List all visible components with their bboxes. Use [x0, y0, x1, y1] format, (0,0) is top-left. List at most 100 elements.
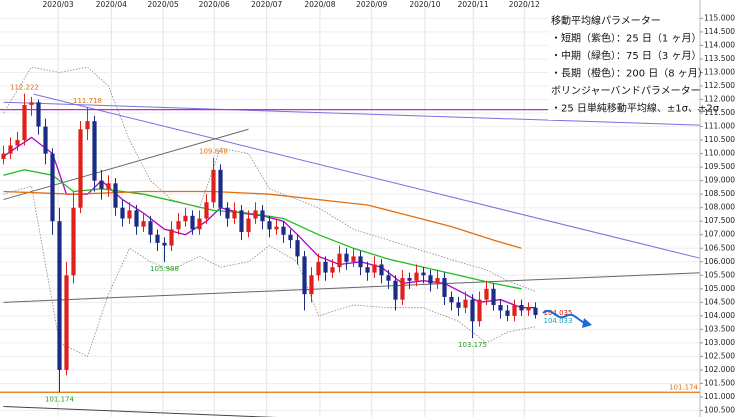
- candle-body: [64, 275, 69, 370]
- arrow-head: [582, 318, 592, 328]
- candle-body: [78, 129, 83, 208]
- x-tick-label: 2020/03: [43, 0, 74, 9]
- candle-body: [92, 121, 97, 181]
- axis-strip: [700, 0, 740, 417]
- candle-body: [526, 307, 531, 311]
- y-tick-label: 105.000: [704, 284, 735, 293]
- candle-body: [288, 234, 293, 241]
- candle-body: [393, 280, 398, 300]
- candle-body: [533, 307, 538, 315]
- candle-body: [15, 140, 20, 146]
- candle-body: [106, 183, 111, 189]
- candle-body: [386, 275, 391, 281]
- candle-body: [260, 210, 265, 222]
- candle-body: [428, 275, 433, 284]
- forecast-arrow: [542, 309, 589, 325]
- y-tick-label: 114.000: [704, 40, 735, 49]
- price-annotation: 112.222: [10, 84, 39, 92]
- y-tick-label: 111.500: [704, 108, 735, 117]
- y-tick-label: 113.000: [704, 67, 735, 76]
- candle-body: [505, 310, 510, 316]
- candle-body: [414, 272, 419, 281]
- candle-body: [57, 221, 62, 370]
- candle-body: [519, 305, 524, 311]
- x-tick-label: 2020/12: [509, 0, 540, 9]
- candle-body: [421, 272, 426, 276]
- y-tick-label: 108.500: [704, 189, 735, 198]
- y-tick-label: 101.000: [704, 392, 735, 401]
- candle-body: [351, 256, 356, 262]
- candle-body: [456, 302, 461, 308]
- candle-body: [176, 221, 181, 230]
- y-tick-label: 103.000: [704, 338, 735, 347]
- y-tick-label: 107.000: [704, 230, 735, 239]
- indicator-line: [3, 190, 522, 249]
- candle-body: [155, 234, 160, 243]
- y-tick-label: 104.500: [704, 297, 735, 306]
- candle-body: [239, 210, 244, 233]
- candle-body: [512, 305, 517, 316]
- price-annotation: 103.175: [458, 341, 487, 349]
- candle-body: [71, 207, 76, 276]
- legend-line: ・短期（紫色）：25 日（1 ヶ月）: [551, 32, 701, 45]
- legend-line: ボリンジャーバンドパラメーター: [551, 85, 701, 97]
- candle-body: [197, 218, 202, 230]
- candle-body: [141, 221, 146, 227]
- y-tick-label: 112.500: [704, 81, 735, 90]
- y-tick-label: 109.500: [704, 162, 735, 171]
- y-tick-label: 106.000: [704, 257, 735, 266]
- candle-body: [225, 207, 230, 219]
- x-tick-label: 2020/08: [304, 0, 335, 9]
- y-tick-label: 111.000: [704, 122, 735, 131]
- candle-body: [470, 299, 475, 322]
- y-tick-label: 105.500: [704, 270, 735, 279]
- price-annotation: 101.174: [45, 395, 74, 403]
- trend-line: [3, 272, 704, 303]
- x-tick-label: 2020/07: [251, 0, 282, 9]
- x-tick-label: 2020/06: [199, 0, 230, 9]
- candle-body: [281, 226, 286, 235]
- y-tick-label: 114.500: [704, 27, 735, 36]
- price-annotation: 104.033: [544, 317, 573, 325]
- price-annotation: 104.035: [544, 309, 573, 317]
- candle-body: [316, 261, 321, 276]
- candle-body: [491, 288, 496, 306]
- y-tick-label: 104.000: [704, 311, 735, 320]
- candle-body: [477, 299, 482, 322]
- x-tick-label: 2020/04: [96, 0, 127, 9]
- candle-body: [309, 275, 314, 295]
- candle-body: [183, 215, 188, 222]
- candle-body: [253, 210, 258, 219]
- candle-body: [442, 278, 447, 297]
- y-tick-label: 115.000: [704, 13, 735, 22]
- y-tick-label: 107.500: [704, 216, 735, 225]
- price-annotation: 111.718: [73, 97, 102, 105]
- candle-body: [190, 215, 195, 230]
- y-tick-label: 102.500: [704, 351, 735, 360]
- candle-body: [50, 153, 55, 222]
- candle-body: [134, 210, 139, 227]
- x-tick-label: 2020/05: [148, 0, 179, 9]
- legend: 移動平均線パラメーター・短期（紫色）：25 日（1 ヶ月） ・中期（緑色）：75 …: [551, 14, 720, 115]
- y-tick-label: 106.500: [704, 243, 735, 252]
- candle-body: [36, 102, 41, 127]
- candle-body: [127, 210, 132, 219]
- legend-line: ・中期（緑色）：75 日（3 ヶ月）: [551, 49, 701, 62]
- price-annotation: 105.988: [150, 265, 179, 273]
- candle-body: [330, 267, 335, 273]
- price-line-label: 101.174: [669, 383, 698, 391]
- candle-body: [120, 207, 125, 219]
- y-tick-label: 113.500: [704, 54, 735, 63]
- candle-body: [218, 169, 223, 208]
- x-tick-label: 2020/09: [356, 0, 387, 9]
- candle-body: [267, 221, 272, 230]
- candle-body: [148, 221, 153, 235]
- candle-body: [358, 256, 363, 268]
- candle-body: [372, 264, 377, 273]
- legend-line: 移動平均線パラメーター: [551, 14, 661, 27]
- axes: 2020/03 2020/04 2020/05 2020/06 2020/07 2020/…: [43, 0, 736, 415]
- candle-body: [407, 278, 412, 281]
- candle-body: [323, 261, 328, 273]
